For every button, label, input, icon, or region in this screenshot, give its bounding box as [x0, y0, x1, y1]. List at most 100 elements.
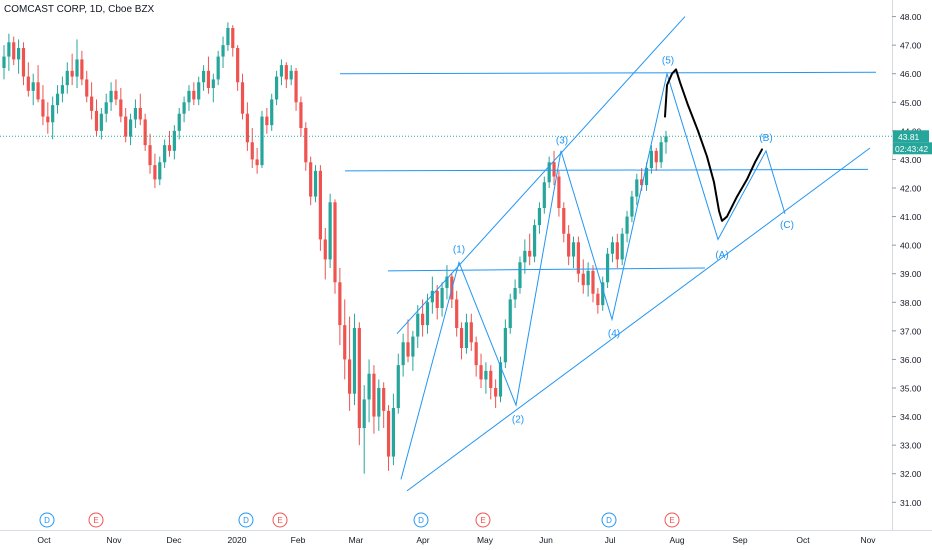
y-tick-label: 40.00 [900, 241, 922, 251]
price-label-bg [893, 130, 929, 143]
horizontal-line-46 [339, 71, 877, 75]
candle-body [328, 202, 332, 260]
y-tick-label: 37.00 [900, 326, 922, 336]
candle-body [36, 82, 40, 100]
candle-body [528, 250, 532, 257]
price-label: 43.81 [898, 132, 920, 142]
candle-body [206, 70, 211, 88]
candle-body [649, 150, 653, 168]
y-tick-label: 31.00 [900, 498, 922, 508]
candle-body [60, 85, 65, 94]
y-tick-label: 48.00 [900, 12, 922, 22]
candle-body [396, 365, 400, 408]
candle-body [94, 110, 99, 131]
candle-body [31, 82, 35, 91]
candle-body [343, 325, 347, 360]
candle-body [552, 162, 556, 177]
candle-body [236, 48, 240, 83]
candle-body [163, 145, 167, 163]
candle-body [401, 342, 405, 366]
x-tick-label: Mar [349, 535, 364, 545]
candle-body [226, 28, 230, 46]
candle-body [635, 179, 639, 197]
candle-body [12, 42, 16, 60]
candle-body [245, 113, 249, 143]
candle-body [299, 102, 303, 128]
candle-body [391, 408, 396, 457]
candle-body [503, 328, 507, 363]
event-marker-label: E [480, 516, 485, 525]
candle-body [338, 282, 342, 326]
candle-body [581, 273, 585, 286]
x-tick-label: Nov [860, 535, 876, 545]
candle-body [654, 150, 658, 163]
candle-body [304, 128, 308, 163]
candle-body [85, 79, 89, 97]
x-tick-label: Jul [605, 535, 616, 545]
candle-body [41, 99, 45, 117]
candle-body [255, 159, 259, 166]
candle-body [279, 65, 284, 77]
horizontal-line-39 [387, 267, 706, 272]
candle-body [21, 48, 26, 77]
candle-body [104, 102, 108, 114]
dividend-marker [39, 512, 55, 528]
candle-body [464, 322, 469, 348]
x-tick-label: Aug [669, 535, 684, 545]
candle-body [187, 90, 191, 103]
y-tick-label: 38.00 [900, 298, 922, 308]
candle-body [309, 162, 313, 197]
candle-body [518, 262, 522, 288]
countdown-label-bg [893, 142, 932, 155]
y-tick-label: 33.00 [900, 441, 922, 451]
x-tick-label: 2020 [228, 535, 247, 545]
candle-body [664, 136, 668, 143]
candle-body [459, 328, 464, 348]
candle-body [7, 42, 11, 57]
y-tick-label: 45.00 [900, 98, 922, 108]
candle-body [119, 99, 123, 117]
candle-body [357, 328, 361, 428]
candle-body [425, 302, 430, 326]
candle-body [333, 202, 337, 283]
candle-body [610, 242, 615, 254]
earnings-marker [272, 512, 288, 528]
candle-body [435, 290, 439, 308]
wave-label: (2) [512, 414, 524, 425]
candle-body [46, 116, 50, 123]
candle-body [377, 388, 381, 417]
candle-body [158, 162, 162, 180]
candle-body [128, 119, 133, 137]
wave-label: (5) [662, 56, 674, 67]
candle-body [479, 365, 483, 380]
wave-label: (1) [453, 244, 465, 255]
candle-body [153, 165, 157, 180]
x-tick-label: Feb [291, 535, 306, 545]
candle-body [445, 276, 449, 288]
candle-body [547, 162, 551, 183]
candle-body [430, 290, 434, 303]
dividend-marker [601, 512, 617, 528]
event-marker-label: E [669, 516, 674, 525]
x-tick-label: Dec [166, 535, 182, 545]
dividend-marker [238, 512, 254, 528]
candle-body [99, 113, 103, 131]
candle-body [133, 108, 138, 120]
candle-body [294, 70, 298, 103]
horizontal-line-42-6 [344, 168, 869, 172]
candle-body [421, 313, 425, 326]
candle-body [323, 239, 327, 260]
candle-body [644, 168, 649, 186]
y-tick-label: 34.00 [900, 412, 922, 422]
candle-body [508, 299, 512, 328]
candle-body [542, 182, 546, 208]
candle-body [109, 90, 113, 103]
candle-body [55, 93, 60, 106]
candle-body [411, 336, 415, 357]
chart-title: COMCAST CORP, 1D, Cboe BZX [4, 4, 155, 15]
wave-label: (A) [715, 250, 728, 261]
x-tick-label: Sep [732, 535, 747, 545]
candle-body [284, 65, 288, 80]
candle-body [489, 370, 493, 388]
